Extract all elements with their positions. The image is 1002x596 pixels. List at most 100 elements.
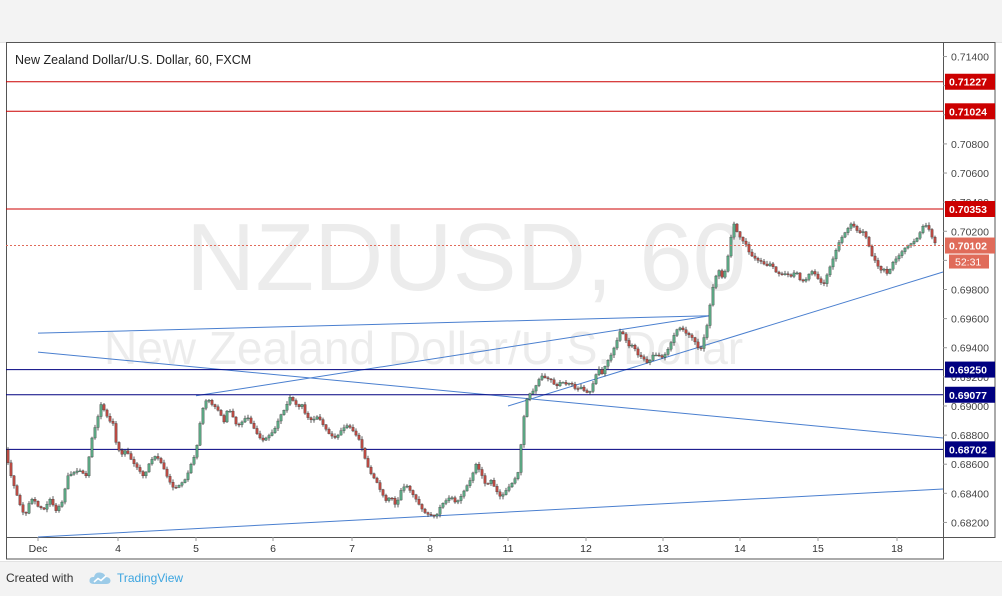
x-tick-label: 18 <box>891 543 903 555</box>
price-chart[interactable]: NZDUSD, 60 New Zealand Dollar/U.S. Dollar… <box>6 42 996 560</box>
candle-body <box>681 327 685 330</box>
y-tick-label: 0.69600 <box>951 314 989 326</box>
candle-body <box>462 490 466 497</box>
candle-body <box>279 414 283 422</box>
candle-body <box>861 231 865 233</box>
candle-body <box>177 485 181 488</box>
candle-body <box>378 482 382 490</box>
candle-body <box>576 388 580 390</box>
candle-body <box>372 473 376 479</box>
candle-body <box>873 255 877 261</box>
candle-body <box>651 354 655 361</box>
candle-body <box>561 382 565 384</box>
chart-frame[interactable]: NZDUSD, 60 New Zealand Dollar/U.S. Dollar… <box>6 42 996 560</box>
candle-body <box>354 430 358 436</box>
candle-body <box>705 325 709 338</box>
candle-body <box>69 473 73 477</box>
candle-body <box>849 223 853 229</box>
candle-body <box>111 421 115 424</box>
candle-body <box>891 262 895 270</box>
candle-body <box>117 442 121 451</box>
candle-body <box>630 344 634 347</box>
x-tick-label: 12 <box>580 543 592 555</box>
candle-body <box>120 450 124 455</box>
candle-body <box>540 375 544 380</box>
y-tick-label: 0.71400 <box>951 52 989 64</box>
candle-body <box>402 486 406 491</box>
candle-body <box>381 489 385 496</box>
candle-body <box>612 347 616 356</box>
candle-body <box>369 466 373 474</box>
candle-body <box>570 383 574 385</box>
candle-body <box>609 354 613 361</box>
candle-body <box>732 223 736 238</box>
candle-body <box>579 386 583 389</box>
candle-body <box>480 469 484 476</box>
candle-body <box>243 418 247 423</box>
candle-body <box>264 437 268 441</box>
candle-body <box>408 485 412 491</box>
countdown-label: 52:31 <box>955 257 981 269</box>
level-label: 0.69250 <box>949 365 987 377</box>
candle-body <box>306 413 310 418</box>
candle-body <box>591 383 595 392</box>
candle-body <box>798 272 802 281</box>
candle-body <box>888 268 892 274</box>
y-tick-label: 0.68600 <box>951 459 989 471</box>
candle-body <box>555 383 559 387</box>
candle-body <box>444 500 448 504</box>
tradingview-link[interactable]: TradingView <box>117 571 184 585</box>
candle-body <box>15 485 19 496</box>
candle-body <box>81 470 85 474</box>
candle-body <box>621 331 625 335</box>
candle-body <box>582 386 586 391</box>
candle-body <box>150 459 154 465</box>
chart-title: New Zealand Dollar/U.S. Dollar, 60, FXCM <box>15 53 251 67</box>
candle-body <box>918 232 922 239</box>
candle-body <box>840 236 844 243</box>
footer: Created with TradingView <box>0 561 1002 596</box>
candle-body <box>498 491 502 497</box>
candle-body <box>366 458 370 468</box>
candle-body <box>654 354 658 357</box>
candle-body <box>897 255 901 260</box>
candle-body <box>867 236 871 247</box>
candle-body <box>63 488 67 503</box>
candle-body <box>486 483 490 485</box>
candle-body <box>846 228 850 233</box>
candle-body <box>519 444 523 473</box>
candle-body <box>753 255 757 259</box>
candle-body <box>924 225 928 227</box>
candle-body <box>84 473 88 477</box>
candle-body <box>51 498 55 506</box>
candle-body <box>9 462 13 477</box>
candle-body <box>687 333 691 336</box>
candle-body <box>285 404 289 411</box>
x-tick-label: 14 <box>734 543 746 555</box>
candle-body <box>558 382 562 387</box>
watermark-symbol: NZDUSD, 60 <box>186 204 746 311</box>
candle-body <box>219 410 223 416</box>
candle-body <box>804 279 808 282</box>
candle-body <box>192 457 196 465</box>
candle-body <box>180 482 184 486</box>
x-tick-label: 6 <box>270 543 276 555</box>
tradingview-cloud-icon[interactable] <box>88 570 112 586</box>
candle-body <box>900 251 904 256</box>
candle-body <box>198 423 202 446</box>
candle-body <box>513 478 517 484</box>
candle-body <box>348 425 352 428</box>
candle-body <box>312 418 316 421</box>
trendline <box>507 271 944 407</box>
candle-body <box>750 251 754 257</box>
trendline <box>37 488 944 538</box>
candle-body <box>288 397 292 405</box>
candle-body <box>387 497 391 501</box>
y-tick-label: 0.68400 <box>951 488 989 500</box>
candle-body <box>792 272 796 277</box>
candle-body <box>414 494 418 500</box>
candle-body <box>822 282 826 284</box>
candle-body <box>252 422 256 429</box>
candle-body <box>267 435 271 439</box>
candle-body <box>828 266 832 276</box>
